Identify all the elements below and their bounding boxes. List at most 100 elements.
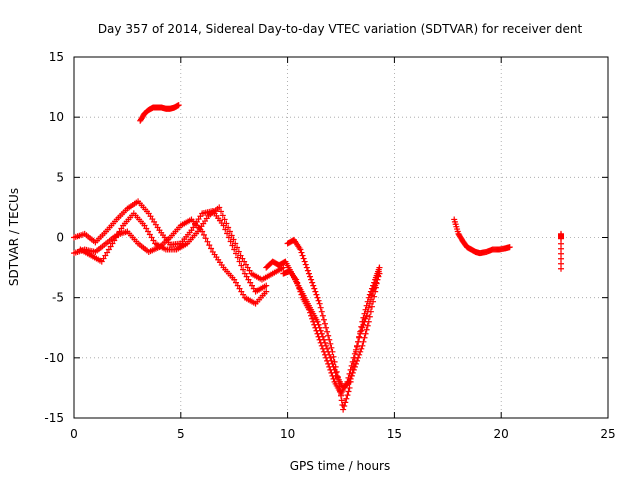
data-point	[116, 228, 123, 235]
x-tick-label: 5	[177, 427, 185, 441]
data-point	[374, 276, 381, 283]
data-point	[219, 212, 226, 219]
axis-ticks: 0 5 10 15 20 25 -15 -10 -5 0 5 10 15	[44, 50, 615, 441]
data-point	[352, 346, 359, 353]
data-point	[310, 318, 317, 325]
data-point	[304, 267, 311, 274]
data-point	[329, 348, 336, 355]
data-point	[326, 336, 333, 343]
data-point	[307, 273, 314, 280]
series-isolated	[558, 230, 565, 272]
data-point	[558, 245, 565, 252]
data-point	[346, 370, 353, 377]
data-point	[360, 338, 367, 345]
data-point	[320, 316, 327, 323]
data-point	[299, 252, 306, 259]
data-point	[344, 392, 351, 399]
data-point	[365, 304, 372, 311]
data-point	[375, 273, 382, 280]
data-point	[298, 291, 305, 298]
data-point	[200, 231, 207, 238]
series-track-c	[77, 204, 287, 283]
data-point	[327, 340, 334, 347]
data-point	[308, 312, 315, 319]
y-tick-label: 0	[56, 231, 64, 245]
data-point	[309, 315, 316, 322]
data-point	[302, 261, 309, 268]
data-point	[238, 262, 245, 269]
data-point	[372, 282, 379, 289]
data-point	[376, 270, 383, 277]
data-point	[357, 330, 364, 337]
data-point	[218, 208, 225, 215]
data-point	[107, 243, 114, 250]
data-point	[321, 351, 328, 358]
data-point	[223, 220, 230, 227]
data-point	[308, 276, 315, 283]
data-point	[327, 366, 334, 373]
data-point	[100, 255, 107, 262]
data-point	[312, 288, 319, 295]
data-point	[141, 222, 148, 229]
data-point	[146, 231, 153, 238]
data-point	[226, 228, 233, 235]
data-point	[349, 358, 356, 365]
y-tick-label: -5	[52, 291, 64, 305]
data-point	[368, 303, 375, 310]
data-point	[309, 279, 316, 286]
data-point	[373, 279, 380, 286]
data-point	[330, 353, 337, 360]
data-point	[558, 260, 565, 267]
data-point	[246, 267, 253, 274]
data-point	[558, 240, 565, 247]
data-point	[324, 328, 331, 335]
data-point	[362, 315, 369, 322]
data-point	[361, 334, 368, 341]
data-point	[328, 369, 335, 376]
data-point	[366, 313, 373, 320]
data-point	[326, 363, 333, 370]
data-point	[293, 276, 300, 283]
data-point	[312, 324, 319, 331]
data-point	[359, 324, 366, 331]
y-tick-label: 5	[56, 170, 64, 184]
data-point	[118, 225, 125, 232]
data-point	[328, 344, 335, 351]
chart-title: Day 357 of 2014, Sidereal Day-to-day VTE…	[98, 22, 583, 36]
data-point	[338, 397, 345, 404]
data-point	[245, 276, 252, 283]
data-point	[305, 306, 312, 313]
data-point	[350, 354, 357, 361]
data-point	[323, 354, 330, 361]
series-track-e	[284, 236, 383, 413]
data-point	[324, 357, 331, 364]
data-point	[231, 276, 238, 283]
series-track-f	[280, 268, 383, 397]
data-point	[330, 375, 337, 382]
data-point	[314, 330, 321, 337]
data-point	[109, 240, 116, 247]
data-point	[366, 300, 373, 307]
data-point	[351, 363, 358, 370]
data-point	[318, 342, 325, 349]
data-point	[323, 324, 330, 331]
data-point	[371, 285, 378, 292]
data-point	[325, 332, 332, 339]
data-point	[242, 261, 249, 268]
data-point	[295, 282, 302, 289]
data-point	[294, 279, 301, 286]
x-tick-label: 0	[70, 427, 78, 441]
data-point	[315, 333, 322, 340]
data-point	[314, 294, 321, 301]
data-point	[506, 244, 513, 251]
data-point	[263, 288, 270, 295]
data-point	[232, 279, 239, 286]
data-point	[363, 326, 370, 333]
data-point	[342, 399, 349, 406]
data-point	[249, 282, 255, 289]
y-tick-label: -15	[44, 411, 64, 425]
data-point	[361, 318, 368, 325]
data-point	[297, 288, 304, 295]
data-point	[364, 308, 371, 315]
